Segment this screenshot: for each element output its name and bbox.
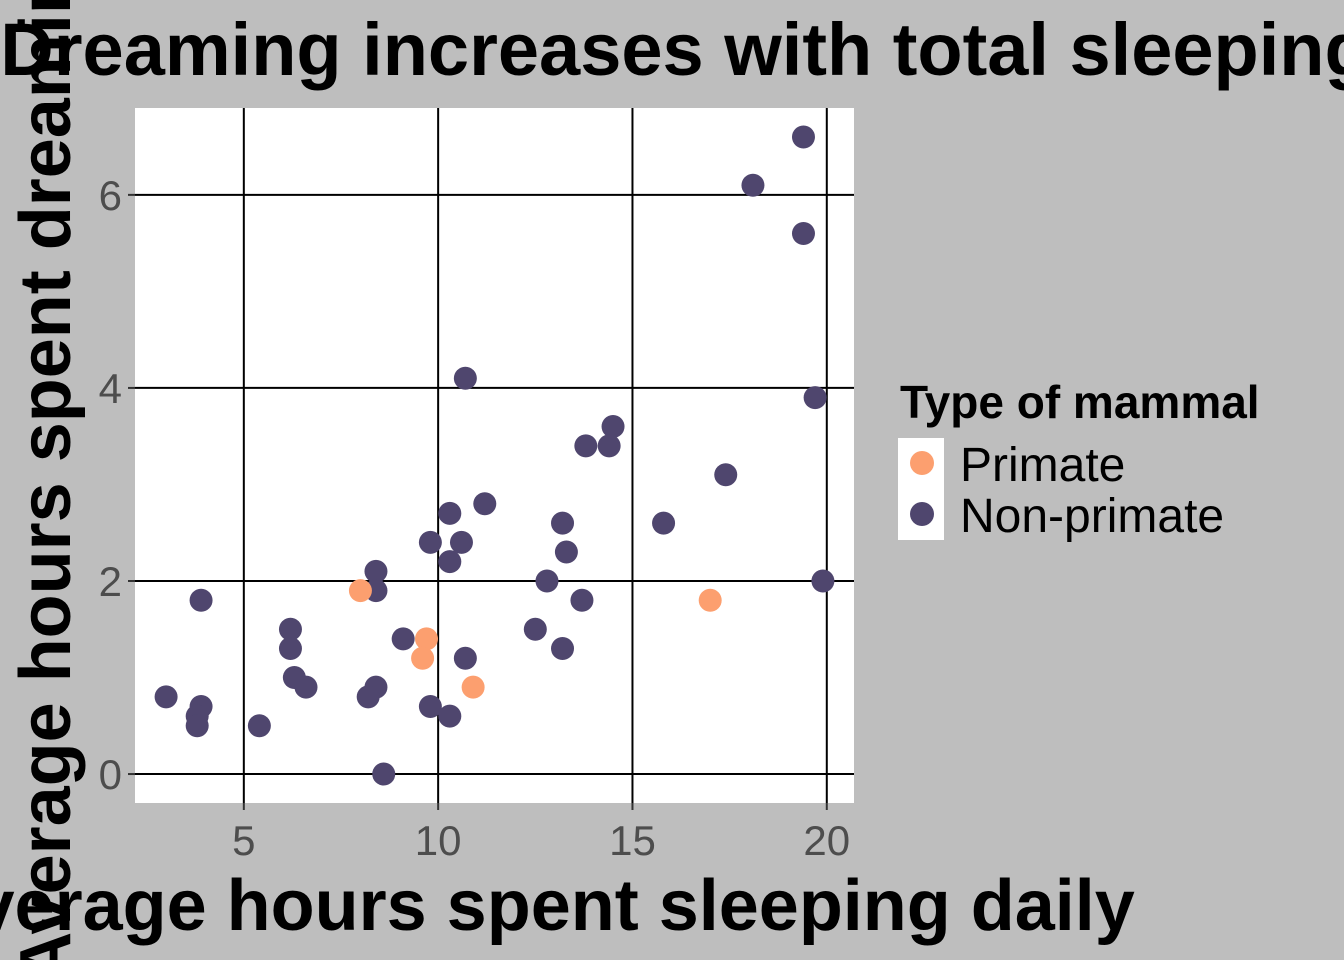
data-point-non-primate xyxy=(714,463,738,487)
y-axis-label: Average hours spent dreaming xyxy=(6,0,86,960)
data-point-non-primate xyxy=(601,415,625,439)
data-point-primate xyxy=(411,646,435,670)
y-tick-label: 6 xyxy=(99,172,122,219)
data-point-non-primate xyxy=(597,434,621,458)
data-point-primate xyxy=(698,588,722,612)
data-point-non-primate xyxy=(791,125,815,149)
chart-title: Dreaming increases with total sleeping xyxy=(0,8,1344,91)
x-tick-label: 20 xyxy=(803,817,850,864)
data-point-non-primate xyxy=(574,434,598,458)
data-point-non-primate xyxy=(418,694,442,718)
data-point-non-primate xyxy=(247,714,271,738)
legend-title: Type of mammal xyxy=(900,376,1260,428)
data-point-non-primate xyxy=(570,588,594,612)
data-point-non-primate xyxy=(473,492,497,516)
x-tick-label: 10 xyxy=(415,817,462,864)
data-point-non-primate xyxy=(438,704,462,728)
data-point-non-primate xyxy=(523,617,547,641)
data-point-non-primate xyxy=(652,511,676,535)
y-tick-labels: 0 2 4 6 xyxy=(99,172,122,798)
data-point-non-primate xyxy=(278,617,302,641)
legend: Type of mammal Primate Non-primate xyxy=(898,376,1260,543)
data-point-non-primate xyxy=(449,530,473,554)
data-point-non-primate xyxy=(438,501,462,525)
x-tick-label: 15 xyxy=(609,817,656,864)
x-tick-label: 5 xyxy=(232,817,255,864)
data-point-primate xyxy=(461,675,485,699)
data-point-non-primate xyxy=(438,550,462,574)
data-point-non-primate xyxy=(278,637,302,661)
grid-lines xyxy=(128,108,854,810)
data-point-non-primate xyxy=(189,588,213,612)
data-point-non-primate xyxy=(185,714,209,738)
legend-key-non-primate xyxy=(910,502,934,526)
data-point-non-primate xyxy=(372,762,396,786)
data-point-non-primate xyxy=(741,173,765,197)
data-point-non-primate xyxy=(418,530,442,554)
data-points xyxy=(154,125,835,786)
data-point-primate xyxy=(414,627,438,651)
data-point-non-primate xyxy=(803,386,827,410)
data-point-non-primate xyxy=(453,646,477,670)
data-point-non-primate xyxy=(554,540,578,564)
data-point-non-primate xyxy=(294,675,318,699)
legend-key-primate xyxy=(910,451,934,475)
data-point-non-primate xyxy=(356,685,380,709)
y-tick-label: 4 xyxy=(99,365,122,412)
x-axis-label: Average hours spent sleeping daily xyxy=(0,866,1135,946)
data-point-non-primate xyxy=(551,637,575,661)
data-point-non-primate xyxy=(791,221,815,245)
data-point-non-primate xyxy=(154,685,178,709)
y-tick-label: 0 xyxy=(99,751,122,798)
data-point-non-primate xyxy=(551,511,575,535)
data-point-non-primate xyxy=(535,569,559,593)
plot-panel xyxy=(135,108,854,803)
legend-label-primate: Primate xyxy=(960,439,1125,492)
data-point-primate xyxy=(348,579,372,603)
data-point-non-primate xyxy=(391,627,415,651)
data-point-non-primate xyxy=(811,569,835,593)
data-point-non-primate xyxy=(364,559,388,583)
data-point-non-primate xyxy=(453,366,477,390)
y-tick-label: 2 xyxy=(99,558,122,605)
x-tick-labels: 5 10 15 20 xyxy=(232,817,850,864)
legend-label-non-primate: Non-primate xyxy=(960,490,1224,543)
